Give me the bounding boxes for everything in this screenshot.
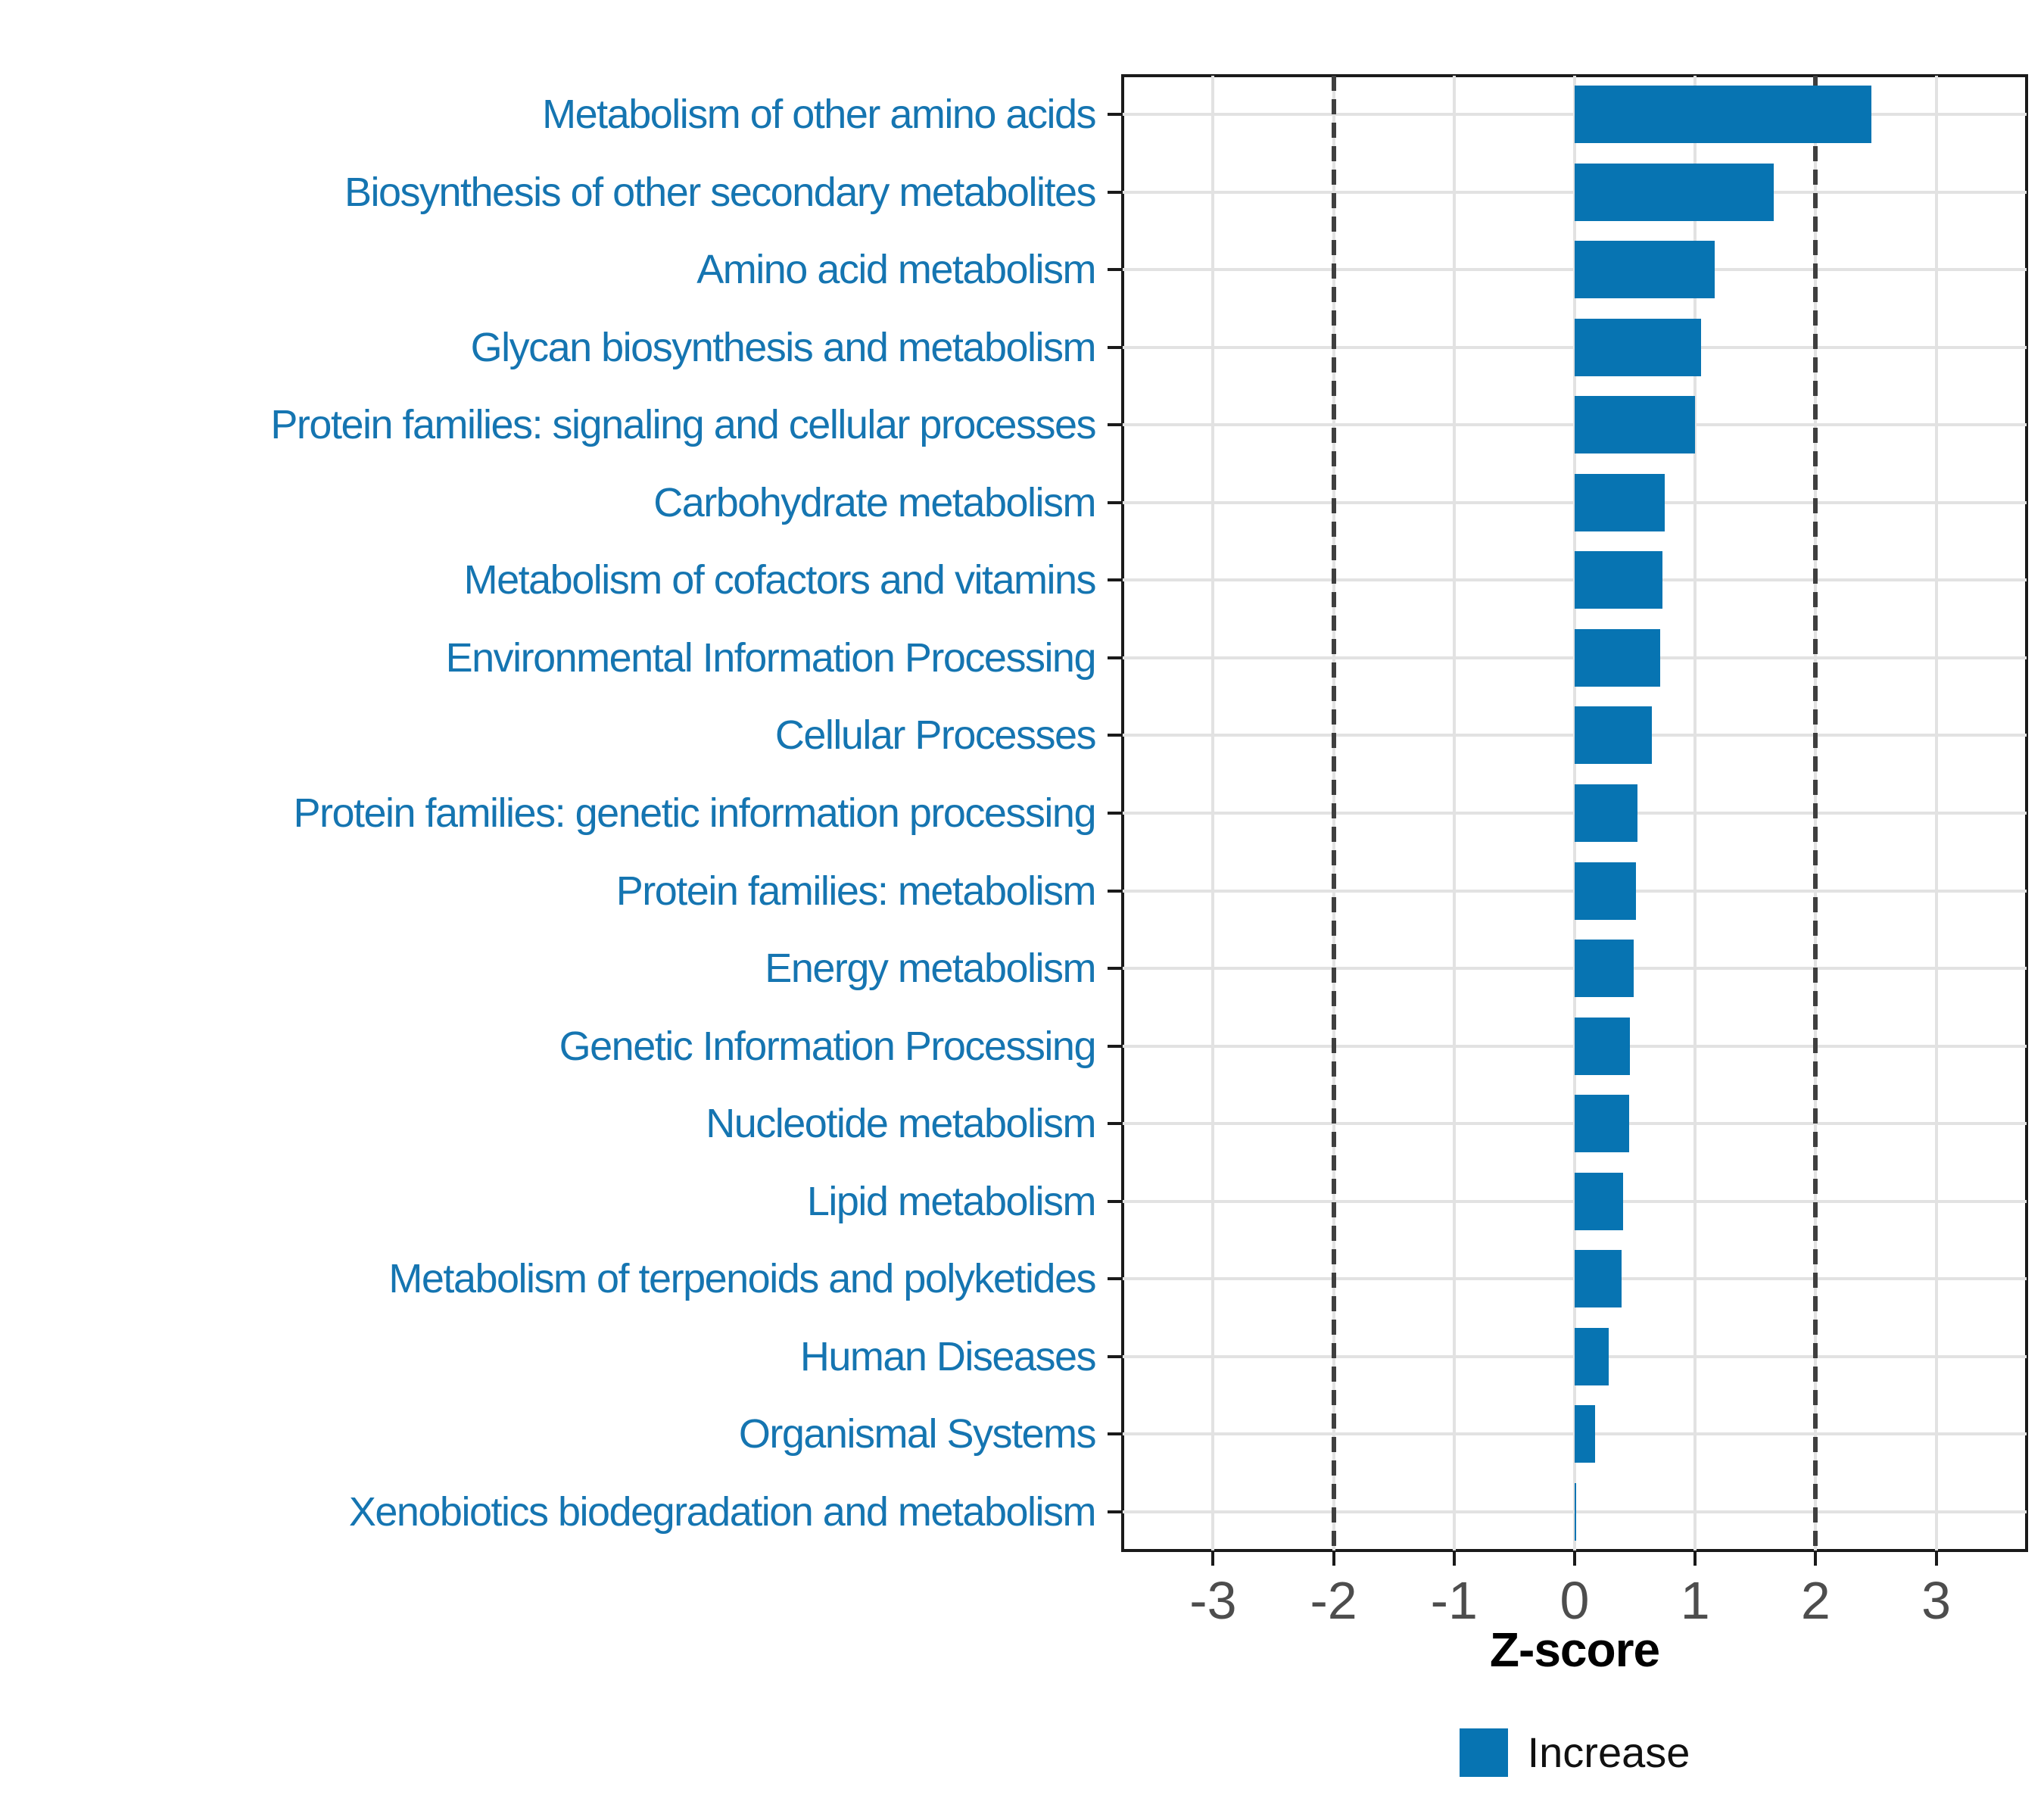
y-tick — [1108, 812, 1123, 815]
legend-swatch-increase — [1459, 1728, 1508, 1777]
x-tick-label: 3 — [1921, 1571, 1952, 1630]
bar — [1575, 86, 1871, 144]
x-tick — [1332, 1551, 1335, 1566]
v-gridline — [1211, 76, 1215, 1551]
y-tick — [1108, 113, 1123, 117]
reference-line — [1813, 76, 1818, 1551]
y-tick — [1108, 345, 1123, 349]
y-tick — [1108, 1432, 1123, 1436]
y-axis-label: Cellular Processes — [774, 712, 1097, 759]
legend: Increase — [1123, 1728, 2027, 1777]
y-tick — [1108, 1510, 1123, 1513]
y-axis-label: Amino acid metabolism — [696, 247, 1096, 293]
bar — [1575, 1095, 1629, 1153]
y-axis-label: Protein families: genetic information pr… — [293, 790, 1096, 836]
y-axis-label: Biosynthesis of other secondary metaboli… — [344, 169, 1097, 215]
bar — [1575, 784, 1637, 842]
y-tick — [1108, 423, 1123, 427]
y-tick — [1108, 190, 1123, 194]
y-axis-label: Environmental Information Processing — [445, 634, 1097, 681]
x-tick-label: -1 — [1430, 1571, 1478, 1630]
plot-panel — [1121, 74, 2028, 1552]
y-tick — [1108, 1354, 1123, 1358]
y-axis-label: Lipid metabolism — [806, 1178, 1097, 1224]
v-gridline — [1452, 76, 1456, 1551]
y-tick — [1108, 1199, 1123, 1203]
bar — [1575, 318, 1702, 376]
y-axis-label: Xenobiotics biodegradation and metabolis… — [348, 1488, 1097, 1535]
bar — [1575, 551, 1663, 609]
y-axis-label: Metabolism of terpenoids and polyketides — [388, 1256, 1096, 1302]
y-axis-label: Organismal Systems — [738, 1411, 1097, 1457]
bar — [1575, 241, 1715, 299]
bar — [1575, 706, 1652, 765]
y-axis-label: Protein families: metabolism — [615, 868, 1097, 914]
x-tick-label: 1 — [1680, 1571, 1710, 1630]
y-tick — [1108, 500, 1123, 504]
legend-label: Increase — [1527, 1728, 1690, 1776]
y-axis-label: Human Diseases — [799, 1333, 1097, 1379]
y-tick — [1108, 1122, 1123, 1126]
bar — [1575, 1327, 1609, 1385]
x-tick — [1573, 1551, 1576, 1566]
bar — [1575, 163, 1774, 221]
y-tick — [1108, 656, 1123, 659]
y-axis-label: Protein families: signaling and cellular… — [270, 402, 1096, 448]
v-gridline — [1934, 76, 1938, 1551]
x-tick — [1211, 1551, 1215, 1566]
x-tick-label: -3 — [1189, 1571, 1237, 1630]
bar — [1575, 1482, 1577, 1541]
bar — [1575, 628, 1661, 687]
y-axis-label: Carbohydrate metabolism — [653, 479, 1096, 525]
x-tick — [1452, 1551, 1456, 1566]
y-tick — [1108, 578, 1123, 582]
y-tick — [1108, 1277, 1123, 1281]
bar — [1575, 1172, 1623, 1230]
y-tick — [1108, 268, 1123, 272]
x-axis-title: Z-score — [1489, 1622, 1660, 1677]
bar — [1575, 1250, 1622, 1308]
y-axis-label: Genetic Information Processing — [559, 1023, 1097, 1069]
y-axis-label: Glycan biosynthesis and metabolism — [470, 324, 1097, 370]
y-tick — [1108, 734, 1123, 737]
bar — [1575, 1017, 1631, 1075]
y-tick — [1108, 889, 1123, 893]
y-tick — [1108, 967, 1123, 971]
x-tick-label: 0 — [1559, 1571, 1590, 1630]
x-tick-label: 2 — [1800, 1571, 1831, 1630]
bar — [1575, 862, 1637, 920]
y-axis-label: Nucleotide metabolism — [706, 1101, 1096, 1147]
y-axis-label: Energy metabolism — [765, 946, 1096, 992]
reference-line — [1331, 76, 1336, 1551]
y-tick — [1108, 1044, 1123, 1048]
x-tick — [1814, 1551, 1818, 1566]
bar — [1575, 1405, 1596, 1463]
bar — [1575, 473, 1665, 531]
x-tick-label: -2 — [1310, 1571, 1357, 1630]
bar — [1575, 396, 1696, 454]
v-gridline — [1693, 76, 1697, 1551]
y-axis-label: Metabolism of cofactors and vitamins — [463, 557, 1097, 603]
y-axis-label: Metabolism of other amino acids — [542, 92, 1096, 138]
bar — [1575, 940, 1634, 998]
x-tick — [1693, 1551, 1697, 1566]
x-tick — [1934, 1551, 1938, 1566]
